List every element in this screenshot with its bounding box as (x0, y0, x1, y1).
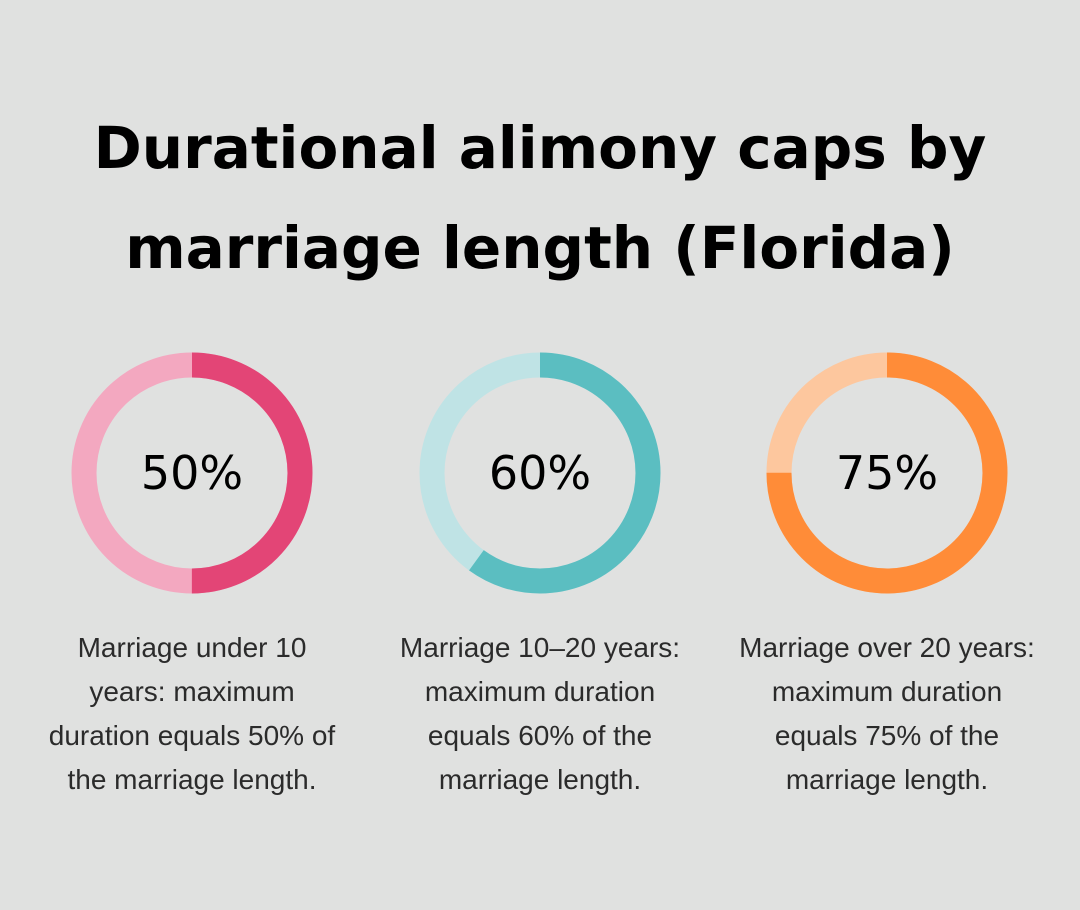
stat-card-under-10: 50% Marriage under 10 years: maximum dur… (42, 350, 342, 802)
donut-value-segment (71, 352, 313, 594)
stat-card-over-20: 75% Marriage over 20 years: maximum dura… (737, 350, 1037, 802)
stat-description: Marriage under 10 years: maximum duratio… (48, 632, 336, 795)
stat-card-10-20: 60% Marriage 10–20 years: maximum durati… (390, 350, 690, 802)
stat-description: Marriage 10–20 years: maximum duration e… (399, 632, 681, 795)
donut-value-segment (419, 352, 661, 594)
page-title: Durational alimony caps by marriage leng… (0, 98, 1080, 298)
donut-value-label: 75% (836, 446, 938, 500)
donut-chart: 50% (71, 352, 313, 594)
donut-chart: 75% (766, 352, 1008, 594)
stat-description: Marriage over 20 years: maximum duration… (739, 632, 1035, 795)
title-line-2: marriage length (Florida) (125, 214, 955, 282)
donut-chart: 60% (419, 352, 661, 594)
donut-value-label: 60% (489, 446, 591, 500)
donut-value-segment (766, 352, 1008, 594)
title-line-1: Durational alimony caps by (93, 114, 987, 182)
donut-value-label: 50% (141, 446, 243, 500)
